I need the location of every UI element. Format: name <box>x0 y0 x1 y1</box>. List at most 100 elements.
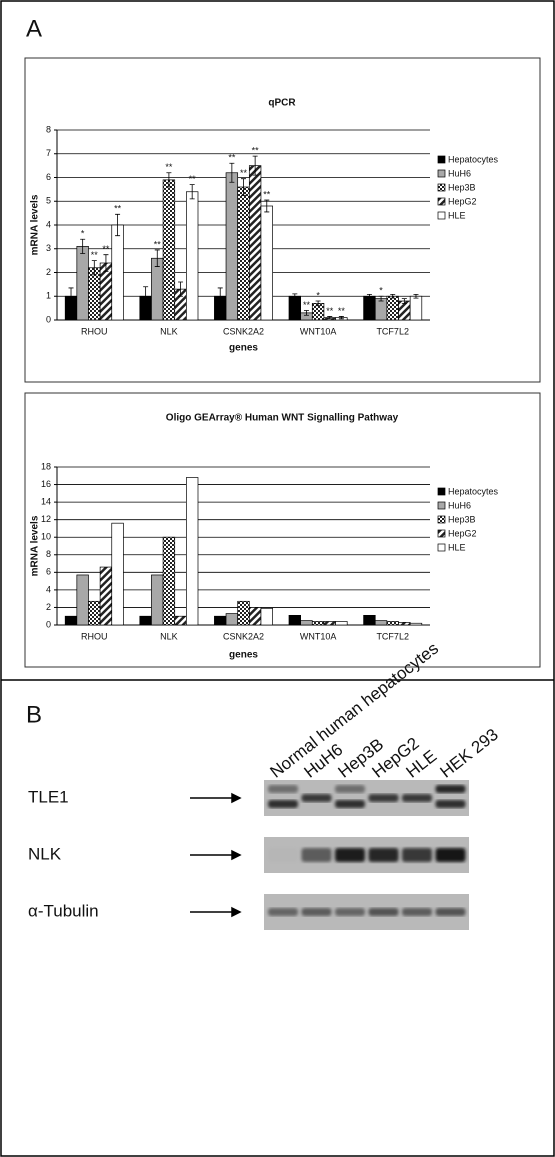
significance: ** <box>303 300 311 310</box>
x-tick-label: WNT10A <box>300 631 337 641</box>
arrow <box>190 851 240 859</box>
bar <box>112 523 124 625</box>
significance: * <box>316 290 320 300</box>
panel-label: B <box>26 701 42 728</box>
legend-label: HepG2 <box>448 196 477 206</box>
y-tick-label: 1 <box>46 291 51 301</box>
legend-label: HLE <box>448 210 466 220</box>
arrow <box>190 794 240 802</box>
x-axis-label: genes <box>229 343 258 354</box>
bar <box>77 246 89 320</box>
bar <box>387 296 399 320</box>
y-tick-label: 0 <box>46 314 51 324</box>
legend-label: HLE <box>448 542 466 552</box>
y-tick-label: 4 <box>46 584 51 594</box>
legend-label: Hep3B <box>448 514 476 524</box>
bar <box>112 225 124 320</box>
band <box>268 848 298 862</box>
x-tick-label: NLK <box>160 326 178 336</box>
x-axis-label: genes <box>229 650 258 661</box>
significance: ** <box>338 306 346 316</box>
legend-label: Hep3B <box>448 182 476 192</box>
bar <box>151 575 163 625</box>
bar <box>324 621 336 625</box>
legend-swatch <box>438 516 445 523</box>
bar <box>336 621 348 625</box>
band <box>302 794 332 802</box>
band <box>402 908 432 916</box>
significance: ** <box>91 250 99 260</box>
bar <box>375 621 387 625</box>
legend-swatch <box>438 502 445 509</box>
bar <box>399 622 411 625</box>
y-tick-label: 12 <box>41 514 51 524</box>
legend-swatch <box>438 212 445 219</box>
significance: ** <box>240 168 248 178</box>
legend-swatch <box>438 170 445 177</box>
legend-label: HuH6 <box>448 168 471 178</box>
y-tick-label: 2 <box>46 267 51 277</box>
band <box>335 848 365 862</box>
row-label: TLE1 <box>28 787 69 806</box>
bar <box>238 601 250 625</box>
bar <box>375 299 387 320</box>
significance: ** <box>114 204 122 214</box>
bar <box>387 621 399 625</box>
bar <box>100 567 112 625</box>
band <box>335 785 365 793</box>
legend-label: Hepatocytes <box>448 486 499 496</box>
row-label: NLK <box>28 844 62 863</box>
significance: ** <box>228 153 236 163</box>
x-tick-label: NLK <box>160 631 178 641</box>
band <box>302 908 332 916</box>
legend-swatch <box>438 544 445 551</box>
legend-swatch <box>438 184 445 191</box>
significance: ** <box>154 239 162 249</box>
y-tick-label: 5 <box>46 196 51 206</box>
bar <box>399 301 411 320</box>
x-tick-label: TCF7L2 <box>376 326 409 336</box>
y-tick-label: 10 <box>41 532 51 542</box>
significance: ** <box>326 306 334 316</box>
band <box>268 785 298 793</box>
bar <box>312 621 324 625</box>
bar <box>77 575 89 625</box>
band <box>369 848 399 862</box>
legend-swatch <box>438 156 445 163</box>
bar <box>65 616 77 625</box>
bar <box>410 623 422 625</box>
x-tick-label: CSNK2A2 <box>223 631 264 641</box>
legend-swatch <box>438 198 445 205</box>
bar <box>186 192 198 320</box>
band <box>335 800 365 808</box>
y-tick-label: 8 <box>46 124 51 134</box>
legend-label: HuH6 <box>448 500 471 510</box>
bar <box>151 258 163 320</box>
band <box>268 800 298 808</box>
band <box>369 794 399 802</box>
bar <box>289 615 301 625</box>
band <box>436 800 466 808</box>
y-tick-label: 16 <box>41 479 51 489</box>
bar <box>214 616 226 625</box>
legend-label: HepG2 <box>448 528 477 538</box>
y-tick-label: 3 <box>46 243 51 253</box>
significance: * <box>81 229 85 239</box>
y-axis-label: mRNA levels <box>30 194 41 255</box>
band <box>302 848 332 862</box>
bar <box>289 296 301 320</box>
bar <box>261 206 273 320</box>
figure: A B qPCR012345678mRNA levelsgenesRHOUNLK… <box>0 0 555 1157</box>
chart-title: Oligo GEArray® Human WNT Signalling Path… <box>166 413 399 424</box>
y-tick-label: 18 <box>41 461 51 471</box>
bar <box>163 180 175 320</box>
x-tick-label: CSNK2A2 <box>223 326 264 336</box>
band <box>268 908 298 916</box>
legend-swatch <box>438 530 445 537</box>
bar <box>88 601 100 625</box>
bar <box>163 537 175 625</box>
bar <box>249 166 261 320</box>
bar <box>364 615 376 625</box>
band <box>369 908 399 916</box>
significance: ** <box>165 162 173 172</box>
